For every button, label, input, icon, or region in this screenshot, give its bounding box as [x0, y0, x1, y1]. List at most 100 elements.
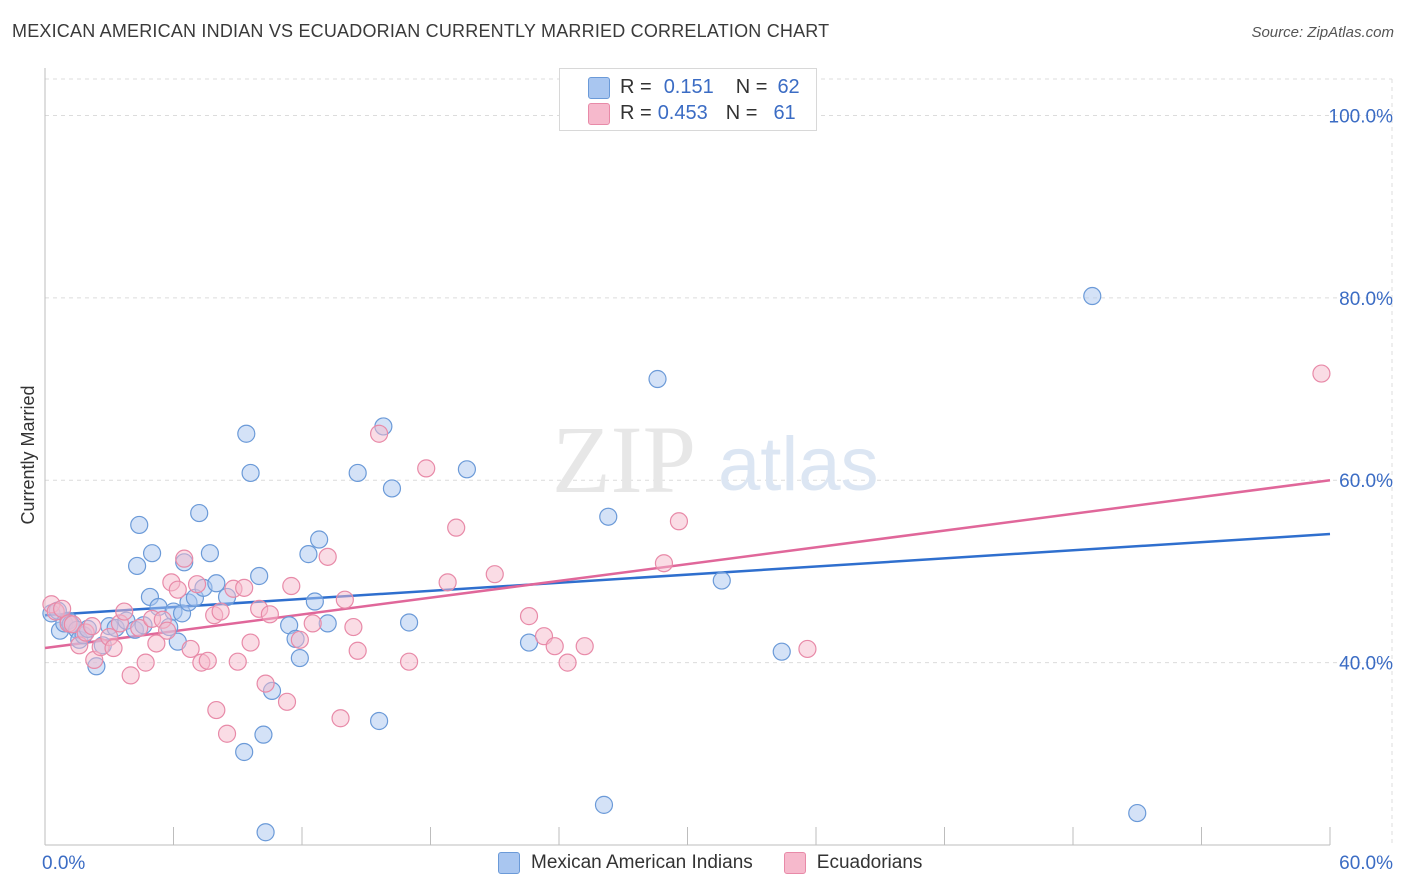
y-tick-label: 60.0% — [1339, 471, 1393, 492]
data-point — [575, 637, 594, 656]
y-tick-label: 100.0% — [1329, 106, 1394, 127]
data-point — [63, 615, 82, 634]
data-point — [654, 554, 674, 573]
data-point — [175, 549, 194, 568]
data-point — [290, 648, 309, 668]
watermark-atlas: atlas — [718, 422, 879, 507]
data-point — [200, 544, 220, 563]
data-point — [130, 618, 149, 638]
data-point — [277, 692, 297, 711]
data-point — [187, 575, 207, 594]
data-point — [712, 571, 731, 590]
legend-item-ecuadorians: Ecuadorians — [783, 852, 923, 874]
data-point — [399, 613, 419, 632]
legend-series-label: Ecuadorians — [816, 852, 923, 873]
data-point — [772, 642, 791, 661]
series-ecuadorians — [42, 364, 1331, 743]
data-point — [648, 369, 667, 389]
series-legend: Mexican American Indians Ecuadorians — [498, 852, 953, 874]
data-point — [147, 634, 166, 653]
data-point — [344, 617, 363, 637]
y-tick-label: 40.0% — [1339, 654, 1393, 675]
data-point — [669, 512, 689, 531]
data-point — [235, 578, 254, 597]
data-point — [282, 576, 301, 596]
data-point — [127, 556, 147, 576]
legend-item-mexican-american-indians: Mexican American Indians — [498, 852, 753, 874]
legend-swatch-pink — [783, 852, 806, 874]
data-point — [181, 639, 200, 659]
data-point — [485, 565, 504, 584]
data-point — [438, 573, 457, 592]
axes — [44, 68, 1331, 846]
data-point — [348, 641, 367, 660]
data-point — [104, 638, 123, 658]
source-label: Source: ZipAtlas.com — [1251, 24, 1394, 41]
watermark: ZIP atlas — [552, 406, 879, 513]
data-point — [299, 545, 318, 564]
data-point — [348, 463, 367, 483]
data-point — [260, 605, 279, 624]
data-point — [250, 566, 269, 586]
trend-line-blue — [44, 532, 1331, 617]
data-point — [83, 617, 102, 636]
data-point — [303, 614, 322, 633]
data-point — [1128, 803, 1147, 823]
legend-r-value: 0.453 — [657, 101, 708, 124]
trend-line-pink — [44, 478, 1331, 650]
legend-r-label: R = — [620, 101, 652, 124]
data-point — [318, 547, 337, 566]
legend-n-label: N = — [725, 101, 758, 124]
data-point — [382, 479, 402, 498]
data-point — [217, 724, 237, 743]
data-point — [190, 503, 209, 523]
data-point — [168, 580, 187, 599]
data-point — [558, 653, 577, 672]
data-point — [237, 424, 256, 443]
watermark-zip: ZIP — [552, 406, 696, 513]
data-point — [305, 592, 324, 611]
data-point — [594, 795, 614, 814]
chart-title: MEXICAN AMERICAN INDIAN VS ECUADORIAN CU… — [12, 21, 830, 41]
data-point — [142, 544, 162, 563]
data-point — [256, 823, 275, 842]
legend-r-value: 0.151 — [663, 75, 714, 98]
data-point — [198, 651, 217, 670]
legend-row-blue: R = 0.151 N = 62 — [620, 74, 800, 100]
data-point — [335, 590, 354, 609]
legend-series-label: Mexican American Indians — [531, 852, 753, 873]
data-point — [228, 652, 247, 671]
data-point — [207, 700, 226, 720]
legend-r-label: R = — [620, 75, 652, 98]
data-point — [457, 460, 477, 479]
data-point — [241, 633, 260, 652]
legend-n-value: 61 — [773, 101, 796, 124]
data-point — [399, 652, 419, 671]
data-point — [130, 515, 149, 535]
data-point — [235, 742, 254, 762]
data-point — [254, 725, 273, 744]
y-tick-label: 80.0% — [1339, 289, 1393, 310]
x-tick-label: 0.0% — [42, 853, 85, 874]
legend-n-value: 62 — [777, 75, 800, 98]
data-point — [121, 666, 140, 685]
data-point — [545, 637, 564, 656]
data-point — [1083, 286, 1102, 306]
data-point — [1312, 364, 1331, 383]
data-point — [447, 518, 466, 537]
data-point — [798, 639, 817, 659]
legend-swatch-blue — [588, 77, 610, 99]
legend-swatch-pink — [588, 103, 610, 125]
data-point — [417, 459, 436, 478]
data-point — [331, 709, 350, 728]
x-tick-label: 60.0% — [1339, 853, 1393, 874]
data-point — [157, 621, 177, 640]
legend-row-pink: R = 0.453 N = 61 — [620, 100, 796, 126]
data-point — [207, 574, 226, 593]
data-point — [211, 602, 230, 621]
data-point — [519, 607, 539, 626]
stats-legend: R = 0.151 N = 62 R = 0.453 N = 61 — [559, 68, 817, 131]
legend-n-label: N = — [735, 75, 768, 98]
series-mexican-american-indians — [42, 286, 1147, 842]
data-point — [241, 463, 260, 483]
